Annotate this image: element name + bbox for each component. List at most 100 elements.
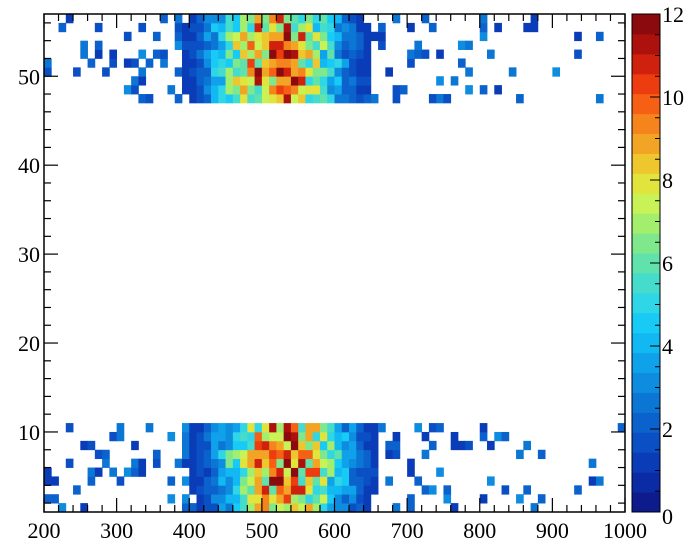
heatmap-cell [341, 467, 350, 477]
heatmap-cell [436, 423, 444, 433]
heatmap-cell [298, 94, 306, 104]
heatmap-cell [465, 40, 473, 50]
heatmap-cell [327, 85, 335, 95]
heatmap-cell [363, 458, 372, 468]
heatmap-cell [131, 76, 139, 86]
heatmap-cell [254, 58, 263, 68]
heatmap-cell [240, 503, 248, 513]
heatmap-cell [356, 22, 364, 33]
heatmap-cell [131, 58, 139, 68]
heatmap-cell [116, 423, 125, 433]
heatmap-cell [392, 94, 401, 104]
heatmap-cell [254, 467, 263, 477]
heatmap-cell [138, 467, 147, 477]
heatmap-cell [319, 85, 328, 95]
heatmap-cell [378, 22, 386, 33]
heatmap-cell [341, 494, 350, 504]
heatmap-cell [392, 440, 401, 451]
heatmap-cell [269, 449, 277, 460]
heatmap-cell [181, 494, 190, 504]
heatmap-cell [203, 67, 212, 77]
heatmap-cell [225, 431, 234, 442]
heatmap-cell [109, 431, 118, 442]
heatmap-cell [218, 22, 226, 33]
heatmap-cell [181, 40, 190, 50]
heatmap-cell [211, 449, 219, 460]
heatmap-cell [254, 423, 263, 433]
heatmap-cell [218, 494, 226, 504]
heatmap-cell [109, 467, 118, 477]
y-tick-label: 10 [18, 420, 40, 445]
heatmap-cell [247, 31, 256, 42]
heatmap-cell [196, 40, 205, 50]
heatmap-cell [196, 31, 205, 42]
heatmap-cell [341, 31, 350, 42]
heatmap-cell [44, 467, 52, 477]
heatmap-cell [370, 449, 379, 460]
heatmap-cell [312, 467, 321, 477]
heatmap-cell [363, 494, 372, 504]
heatmap-cell [232, 14, 241, 24]
heatmap-cell [283, 440, 292, 451]
heatmap-cell [160, 58, 168, 68]
color-scale-swatch [632, 173, 660, 194]
heatmap-cell [530, 14, 539, 24]
heatmap-cell [80, 503, 88, 513]
heatmap-cell [247, 440, 256, 451]
heatmap-cell [319, 76, 328, 86]
heatmap-cell [421, 449, 430, 460]
color-scale-swatch [632, 33, 660, 55]
heatmap-cell [349, 440, 357, 451]
heatmap-cell [334, 40, 343, 50]
heatmap-cell [319, 40, 328, 50]
heatmap-cell [327, 49, 335, 59]
heatmap-cell [276, 423, 285, 433]
heatmap-cell [399, 85, 408, 95]
heatmap-cell [334, 467, 343, 477]
heatmap-cell [174, 14, 183, 24]
heatmap-cell [123, 85, 132, 95]
heatmap-cell [247, 14, 256, 24]
heatmap-cell [312, 423, 321, 433]
x-tick-label: 400 [173, 518, 206, 543]
heatmap-cell [240, 485, 248, 495]
heatmap-cell [327, 494, 335, 504]
heatmap-cell [305, 58, 314, 68]
heatmap-cell [334, 14, 343, 24]
heatmap-cell [436, 76, 444, 86]
heatmap-cell [254, 503, 263, 513]
heatmap-cell [254, 85, 263, 95]
heatmap-cell [298, 85, 306, 95]
heatmap-cell [211, 458, 219, 468]
heatmap-cell [269, 431, 277, 442]
heatmap-cell [276, 67, 285, 77]
heatmap-cell [276, 76, 285, 86]
heatmap-cell [152, 31, 161, 42]
heatmap-cell [211, 440, 219, 451]
heatmap-cell [298, 67, 306, 77]
heatmap-cell [102, 449, 110, 460]
heatmap-cell [363, 503, 372, 513]
heatmap-cell [247, 485, 256, 495]
heatmap-cell [269, 423, 277, 433]
heatmap-cell [312, 58, 321, 68]
heatmap-cell [428, 485, 437, 495]
heatmap-cell [283, 31, 292, 42]
heatmap-cell [349, 14, 357, 24]
heatmap-cell [94, 49, 103, 59]
heatmap-cell [334, 503, 343, 513]
heatmap-cell [160, 49, 168, 59]
heatmap-cell [356, 94, 364, 104]
heatmap-cell [225, 494, 234, 504]
heatmap-cell [261, 40, 270, 50]
heatmap-cell [211, 494, 219, 504]
heatmap-cell [138, 76, 147, 86]
heatmap-cell [196, 58, 205, 68]
heatmap-cell [116, 431, 125, 442]
heatmap-cell [276, 467, 285, 477]
heatmap-cell [65, 423, 74, 433]
heatmap-cell [327, 503, 335, 513]
heatmap-cell [319, 494, 328, 504]
heatmap-cell [356, 67, 364, 77]
